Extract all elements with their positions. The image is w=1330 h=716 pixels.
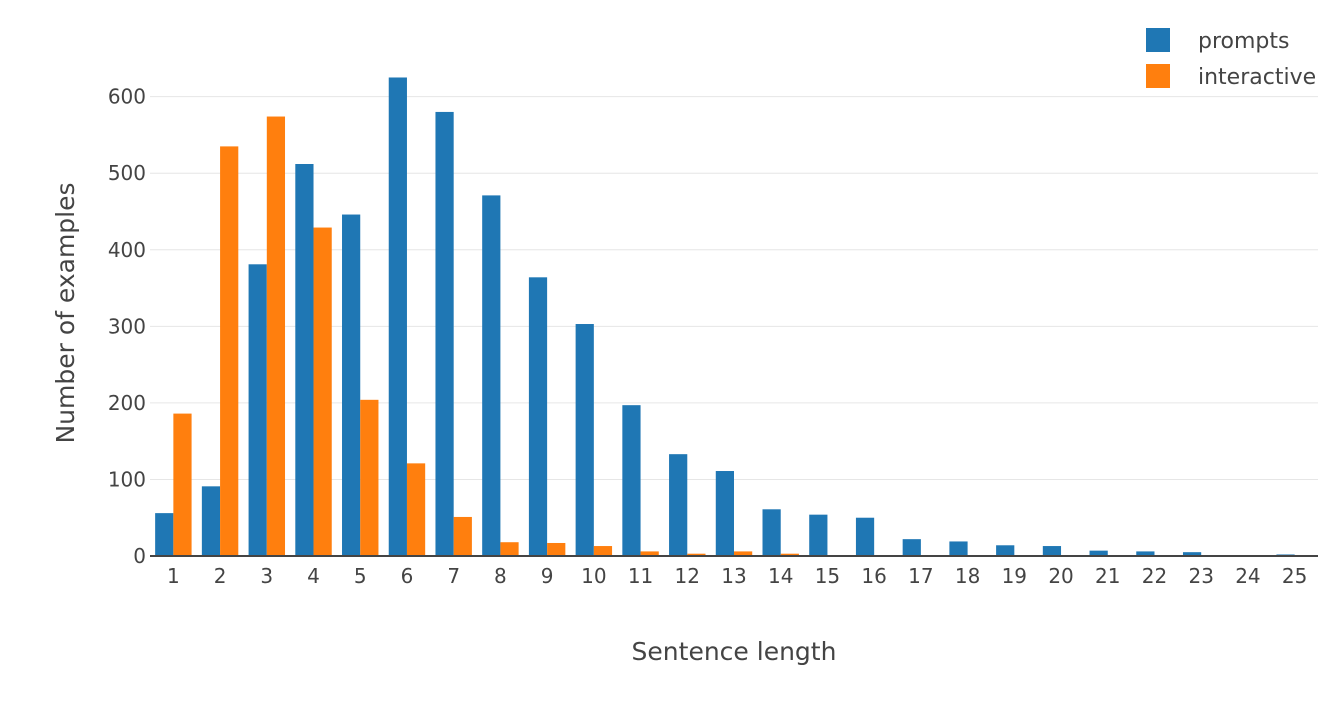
legend-item-prompts[interactable]: prompts	[1146, 28, 1289, 54]
x-axis-ticks: 1 2 3 4 5 6 7 8 9 10 11 12 13 14 15 16 17 18 19 20 21 22 23 24 2…	[167, 564, 1307, 588]
x-tick-label: 19	[1002, 564, 1027, 588]
bar-interactive-3[interactable]	[266, 116, 286, 556]
x-tick-label: 23	[1188, 564, 1213, 588]
bar-prompts-15[interactable]	[809, 514, 828, 556]
x-tick-label: 10	[581, 564, 606, 588]
bar-interactive-12[interactable]	[687, 553, 706, 556]
bar-interactive-2[interactable]	[220, 146, 239, 556]
bar-prompts-16[interactable]	[855, 517, 875, 556]
x-tick-label: 11	[628, 564, 653, 588]
bar-prompts-18[interactable]	[949, 541, 968, 556]
x-tick-label: 5	[354, 564, 367, 588]
y-tick-label: 0	[133, 544, 146, 568]
bar-interactive-1[interactable]	[173, 413, 192, 556]
bar-interactive-4[interactable]	[313, 227, 332, 556]
x-tick-label: 3	[260, 564, 273, 588]
y-tick-label: 200	[108, 391, 146, 415]
bar-prompts-5[interactable]	[342, 214, 361, 556]
x-tick-label: 2	[214, 564, 227, 588]
x-tick-label: 25	[1282, 564, 1307, 588]
x-tick-label: 1	[167, 564, 180, 588]
bar-prompts-12[interactable]	[669, 454, 688, 556]
x-tick-label: 7	[447, 564, 460, 588]
x-tick-label: 18	[955, 564, 980, 588]
bar-interactive-7[interactable]	[453, 516, 472, 556]
x-tick-label: 9	[541, 564, 554, 588]
bar-prompts-17[interactable]	[902, 539, 921, 556]
bar-prompts-19[interactable]	[996, 545, 1015, 556]
bar-interactive-13[interactable]	[734, 551, 753, 556]
x-tick-label: 13	[721, 564, 746, 588]
x-tick-label: 14	[768, 564, 793, 588]
bar-prompts-11[interactable]	[622, 405, 641, 556]
x-tick-label: 4	[307, 564, 320, 588]
bar-prompts-3[interactable]	[248, 264, 267, 556]
bar-prompts-14[interactable]	[762, 509, 781, 556]
bar-prompts-9[interactable]	[528, 277, 548, 556]
legend-swatch-interactive	[1146, 64, 1170, 88]
y-axis-title: Number of examples	[51, 182, 80, 443]
y-tick-label: 300	[108, 314, 146, 338]
x-tick-label: 21	[1095, 564, 1120, 588]
x-axis-title: Sentence length	[632, 637, 837, 666]
y-tick-label: 400	[108, 238, 146, 262]
bar-interactive-6[interactable]	[406, 463, 426, 556]
bar-prompts-4[interactable]	[295, 164, 314, 556]
x-tick-label: 8	[494, 564, 507, 588]
bar-interactive-9[interactable]	[547, 542, 566, 556]
x-tick-label: 24	[1235, 564, 1260, 588]
y-tick-label: 100	[108, 467, 146, 491]
bar-prompts-7[interactable]	[435, 111, 454, 556]
y-tick-label: 500	[108, 161, 146, 185]
bar-interactive-11[interactable]	[640, 551, 659, 556]
bar-interactive-14[interactable]	[780, 553, 799, 556]
bar-prompts-13[interactable]	[715, 471, 734, 556]
x-tick-label: 22	[1142, 564, 1167, 588]
bar-interactive-8[interactable]	[500, 542, 519, 556]
x-tick-label: 20	[1048, 564, 1073, 588]
x-tick-label: 6	[401, 564, 414, 588]
bars	[155, 77, 1295, 556]
x-tick-label: 12	[675, 564, 700, 588]
bar-prompts-2[interactable]	[201, 486, 221, 556]
bar-prompts-20[interactable]	[1042, 546, 1062, 556]
bar-interactive-5[interactable]	[360, 399, 379, 556]
bar-prompts-21[interactable]	[1089, 550, 1108, 556]
bar-prompts-8[interactable]	[482, 195, 501, 556]
bar-prompts-10[interactable]	[575, 324, 594, 556]
bar-interactive-10[interactable]	[593, 546, 613, 556]
legend[interactable]: prompts interactive	[1146, 28, 1316, 90]
x-tick-label: 15	[815, 564, 840, 588]
bar-prompts-22[interactable]	[1136, 551, 1155, 556]
legend-item-interactive[interactable]: interactive	[1146, 64, 1316, 90]
y-tick-label: 600	[108, 85, 146, 109]
x-tick-label: 16	[861, 564, 886, 588]
legend-label: interactive	[1198, 65, 1316, 90]
bar-prompts-6[interactable]	[388, 77, 407, 556]
bar-prompts-23[interactable]	[1182, 552, 1202, 556]
bar-prompts-1[interactable]	[155, 513, 174, 556]
x-tick-label: 17	[908, 564, 933, 588]
y-axis-ticks: 0 100 200 300 400 500 600	[108, 85, 146, 568]
legend-swatch-prompts	[1146, 28, 1170, 52]
legend-label: prompts	[1198, 29, 1289, 54]
